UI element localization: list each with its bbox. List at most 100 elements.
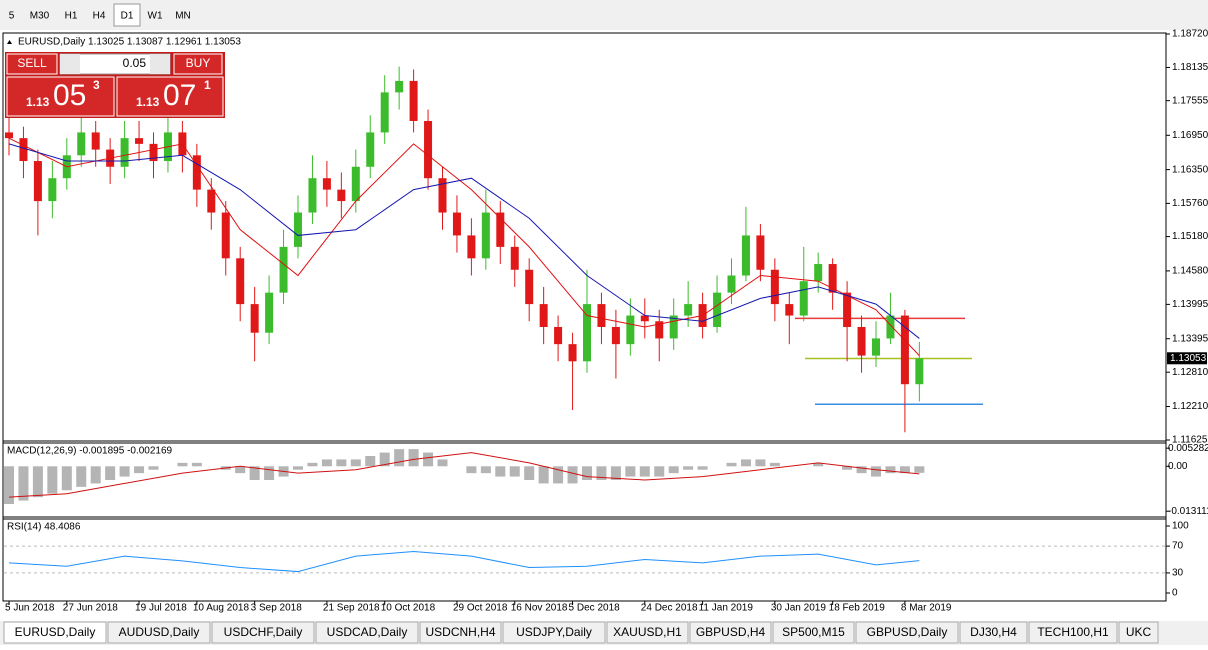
ask-main: 07 <box>163 79 196 112</box>
lot-up[interactable] <box>150 54 170 74</box>
timeframe-button[interactable] <box>58 4 84 26</box>
symbol-tab[interactable] <box>959 621 1028 644</box>
symbol-tab[interactable] <box>3 621 107 644</box>
symbol-tab[interactable] <box>1028 621 1118 644</box>
candle-body <box>770 269 779 305</box>
sell-label: SELL <box>17 56 47 70</box>
candle-body <box>48 178 57 202</box>
candle-body <box>322 178 331 190</box>
timeframe-label: H1 <box>65 11 78 22</box>
tab-label: USDCHF,Daily <box>224 625 303 639</box>
symbol-tab[interactable] <box>1118 621 1159 644</box>
bid-box[interactable] <box>6 76 115 117</box>
timeframe-button[interactable] <box>142 4 168 26</box>
macd-bar <box>336 459 347 467</box>
bid-main: 05 <box>53 79 86 112</box>
tab-label: DJ30,H4 <box>970 625 1017 639</box>
tab-label: USDJPY,Daily <box>516 625 592 639</box>
candle-body <box>785 304 794 316</box>
lot-value: 0.05 <box>123 56 147 70</box>
macd-bar <box>119 466 130 477</box>
symbol-tab[interactable] <box>689 621 772 644</box>
candle-body <box>221 212 230 259</box>
candle-body <box>713 292 722 327</box>
x-tick-label: 3 Sep 2018 <box>251 603 303 614</box>
symbol-tab[interactable] <box>772 621 855 644</box>
timeframe-button[interactable] <box>170 4 196 26</box>
y-tick-label: 1.13995 <box>1172 299 1208 310</box>
macd-bar <box>76 466 87 487</box>
x-tick-label: 19 Jul 2018 <box>135 603 187 614</box>
tab-label: SP500,M15 <box>782 625 845 639</box>
symbol-tab[interactable] <box>315 621 419 644</box>
y-tick-label: 1.17555 <box>1172 95 1208 106</box>
candle-body <box>77 132 86 156</box>
x-tick-label: 11 Jan 2019 <box>699 603 754 614</box>
candle-body <box>727 275 736 293</box>
candle-body <box>351 166 360 202</box>
macd-bar <box>32 466 43 498</box>
candle-body <box>669 315 678 339</box>
y-tick-label: 1.15180 <box>1172 231 1208 242</box>
buy-button[interactable] <box>173 53 223 75</box>
candle-body <box>250 304 259 333</box>
x-tick-label: 5 Dec 2018 <box>569 603 621 614</box>
candle-body <box>857 326 866 356</box>
candle-body <box>395 80 404 93</box>
collapse-icon[interactable] <box>7 40 12 44</box>
lot-down[interactable] <box>60 54 80 74</box>
ask-box[interactable] <box>116 76 224 117</box>
macd-bar <box>249 466 260 480</box>
y-tick-label: 1.11625 <box>1172 435 1208 446</box>
candle-body <box>583 304 591 362</box>
y-tick-label: 1.12810 <box>1172 367 1208 378</box>
x-tick-label: 29 Oct 2018 <box>453 603 508 614</box>
macd-bar <box>4 466 14 504</box>
macd-bar <box>726 462 737 467</box>
candle-body <box>481 212 490 259</box>
macd-bar <box>668 466 679 474</box>
candle-body <box>640 315 649 322</box>
macd-bar <box>755 459 766 467</box>
symbol-tab[interactable] <box>502 621 606 644</box>
y-tick-label: 100 <box>1172 521 1189 532</box>
candle-body <box>525 269 534 305</box>
x-tick-label: 18 Feb 2019 <box>829 603 886 614</box>
candle-body <box>915 358 924 385</box>
symbol-tab[interactable] <box>107 621 211 644</box>
candle-body <box>409 80 418 121</box>
candle-body <box>626 315 635 345</box>
candle-body <box>655 321 664 339</box>
macd-bar <box>553 466 564 484</box>
y-tick-label: -0.013111 <box>1168 506 1208 517</box>
candle-body <box>424 120 433 179</box>
macd-bar <box>423 452 434 467</box>
timeframe-button[interactable] <box>86 4 112 26</box>
macd-bar <box>437 459 448 467</box>
timeframe-button[interactable] <box>113 3 141 27</box>
symbol-tab[interactable] <box>606 621 689 644</box>
macd-bar <box>235 466 246 474</box>
candle-body <box>814 264 823 282</box>
timeframe-button[interactable] <box>23 4 56 26</box>
tab-label: USDCNH,H4 <box>425 625 495 639</box>
y-tick-label: 30 <box>1172 568 1184 579</box>
macd-bar <box>134 466 145 474</box>
tab-label: GBPUSD,H4 <box>696 625 766 639</box>
macd-bar <box>47 466 58 494</box>
macd-bar <box>625 466 636 477</box>
macd-bar <box>350 459 361 467</box>
timeframe-button[interactable] <box>2 4 21 26</box>
tab-label: GBPUSD,Daily <box>867 625 948 639</box>
price-marker-label: 1.13053 <box>1170 353 1207 364</box>
timeframe-label: D1 <box>121 11 134 22</box>
macd-bar <box>394 449 405 467</box>
symbol-tab[interactable] <box>419 621 502 644</box>
symbol-tab[interactable] <box>855 621 959 644</box>
sell-button[interactable] <box>6 53 58 75</box>
macd-bar <box>307 462 318 467</box>
candle-body <box>872 338 880 356</box>
x-tick-label: 30 Jan 2019 <box>771 603 826 614</box>
symbol-tab[interactable] <box>211 621 315 644</box>
